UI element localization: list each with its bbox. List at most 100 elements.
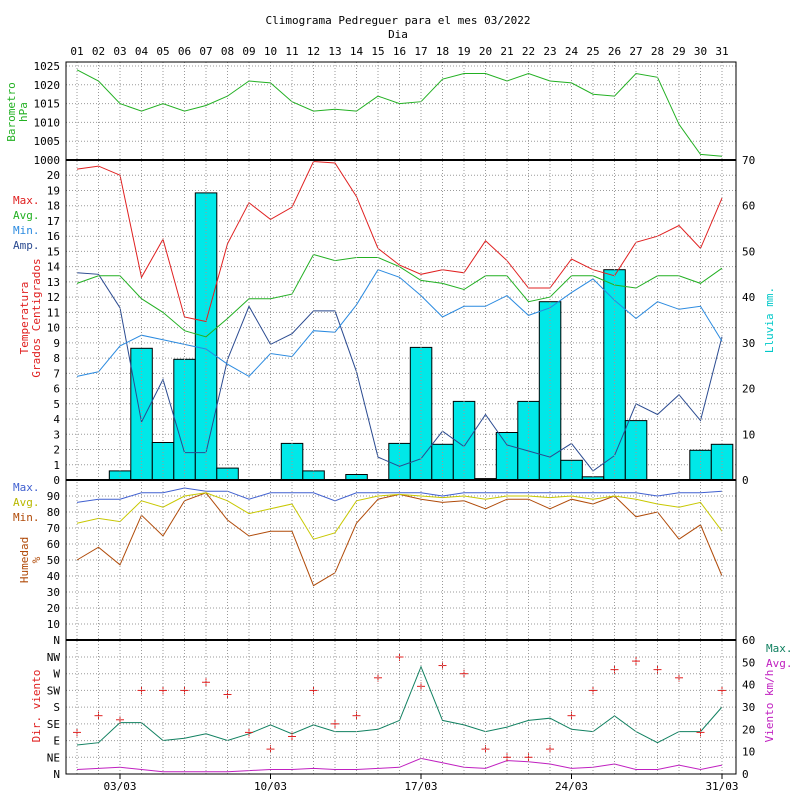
hum-legend-min: Min. (13, 511, 40, 524)
temp-tick-5: 5 (53, 398, 60, 411)
temp-tick-0: 0 (53, 474, 60, 487)
wind-ylabel-left: Dir. viento (30, 670, 43, 743)
hum-tick-50: 50 (47, 554, 60, 567)
wind-dir-marker-25 (589, 686, 597, 695)
day-label-02: 02 (92, 45, 105, 58)
hum-ylabel-line2: % (30, 556, 43, 563)
day-label-16: 16 (393, 45, 406, 58)
wind-dir-tick-NE: NE (47, 751, 60, 764)
rain-bar-08 (216, 467, 239, 481)
wind-speed-tick-20: 20 (742, 723, 755, 736)
pressure-panel: Barometro hPa 1005 1010 1015 1020 1025 1000 (5, 60, 736, 167)
wind-dir-tick-E: E (53, 735, 60, 748)
hum-tick-20: 20 (47, 602, 60, 615)
temp-legend-min: Min. (13, 224, 40, 237)
temp-tick-15: 15 (47, 245, 60, 258)
temp-legend-avg: Avg. (13, 209, 40, 222)
day-label-06: 06 (178, 45, 191, 58)
temp-tick-10: 10 (47, 322, 60, 335)
rain-tick-20: 20 (742, 383, 755, 396)
pressure-tick-1010: 1010 (34, 116, 61, 129)
pressure-tick-1025: 1025 (34, 60, 61, 73)
wind-dir-marker-01 (73, 728, 81, 737)
temp-legend-max: Max. (13, 194, 40, 207)
rain-bar-12 (302, 470, 325, 481)
wind-speed-tick-0: 0 (742, 768, 749, 781)
rain-ylabel: Lluvia mm. (763, 287, 776, 353)
hum-legend-avg: Avg. (13, 496, 40, 509)
rain-bar-23 (538, 301, 562, 481)
day-label-25: 25 (586, 45, 599, 58)
wind-dir-marker-26 (610, 665, 619, 674)
plot-frame (65, 61, 737, 775)
hum-ylabel-line1: Humedad (18, 537, 31, 583)
week-labels: 03/03 10/03 17/03 24/03 31/03 (103, 774, 739, 793)
pressure-ylabel-line1: Barometro (5, 82, 18, 142)
hum-tick-30: 30 (47, 586, 60, 599)
wind-speed-tick-50: 50 (742, 656, 755, 669)
day-label-10: 10 (264, 45, 277, 58)
rain-tick-30: 30 (742, 337, 755, 350)
rain-tick-0: 0 (742, 474, 749, 487)
day-label-28: 28 (651, 45, 664, 58)
wind-speed-tick-10: 10 (742, 746, 755, 759)
rain-tick-40: 40 (742, 291, 755, 304)
temp-tick-8: 8 (53, 352, 60, 365)
wind-ylabel-right: Viento km/h (763, 670, 776, 743)
pressure-tick-1000: 1000 (34, 154, 61, 167)
wind-dir-marker-22 (524, 753, 533, 762)
pressure-tick-1005: 1005 (34, 135, 61, 148)
day-label-09: 09 (242, 45, 255, 58)
temp-legend-amp: Amp. (13, 239, 40, 252)
rain-tick-70: 70 (742, 154, 755, 167)
pressure-ylabel-line2: hPa (17, 102, 30, 122)
wind-dir-marker-05 (159, 686, 167, 695)
hum-tick-80: 80 (47, 506, 60, 519)
rain-tick-10: 10 (742, 428, 755, 441)
day-label-31: 31 (715, 45, 728, 58)
hum-tick-top: N (53, 634, 60, 647)
pressure-tick-1015: 1015 (34, 98, 61, 111)
hum-legend-max: Max. (13, 481, 40, 494)
wind-dir-marker-11 (288, 732, 296, 741)
hum-tick-10: 10 (47, 618, 60, 631)
temp-tick-2: 2 (53, 444, 60, 457)
temp-tick-6: 6 (53, 383, 60, 396)
day-label-12: 12 (307, 45, 320, 58)
x-axis-label: Dia (388, 28, 408, 41)
hum-tick-70: 70 (47, 522, 60, 535)
day-label-13: 13 (328, 45, 341, 58)
wind-dir-marker-31 (718, 686, 726, 695)
temp-tick-11: 11 (47, 306, 60, 319)
wind-dir-tick-SE: SE (47, 718, 60, 731)
wind-legend-avg: Avg. (766, 657, 793, 670)
temp-tick-4: 4 (53, 413, 60, 426)
day-labels: 01 02 03 04 05 06 07 08 09 10 11 12 13 14 15 16 17 18 19 20… (70, 45, 728, 58)
hum-tick-40: 40 (47, 570, 60, 583)
day-label-19: 19 (457, 45, 470, 58)
temp-ylabel-line2: Grados Centigrados (30, 258, 43, 377)
wind-max-line (76, 665, 723, 746)
day-label-18: 18 (436, 45, 449, 58)
day-label-07: 07 (199, 45, 212, 58)
day-label-27: 27 (629, 45, 642, 58)
pressure-tick-1020: 1020 (34, 79, 61, 92)
rain-bar-30 (689, 449, 712, 481)
rain-bar-21 (495, 432, 519, 481)
rain-tick-60: 60 (742, 200, 755, 213)
hum-tick-60: 60 (47, 538, 60, 551)
rain-tick-50: 50 (742, 245, 755, 258)
day-label-08: 08 (221, 45, 234, 58)
temp-tick-16: 16 (47, 230, 60, 243)
temp-tick-19: 19 (47, 184, 60, 197)
day-label-30: 30 (694, 45, 707, 58)
panel-frames (65, 61, 737, 775)
wind-dir-marker-21 (503, 753, 511, 762)
day-label-04: 04 (135, 45, 149, 58)
chart-title: Climograma Pedreguer para el mes 03/2022 (266, 14, 531, 27)
wind-dir-marker-30 (696, 728, 705, 737)
temp-tick-20: 20 (47, 169, 60, 182)
temp-tick-17: 17 (47, 215, 60, 228)
week-label-3: 03/03 (103, 780, 136, 793)
temp-tick-13: 13 (47, 276, 60, 289)
